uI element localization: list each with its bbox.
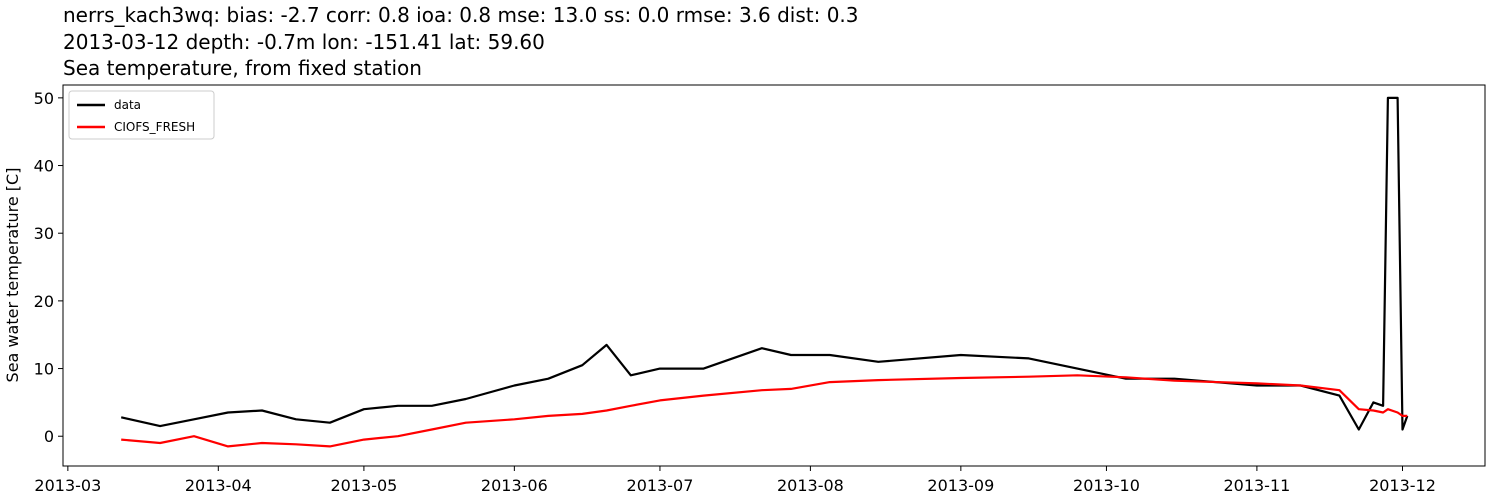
x-tick-label: 2013-10 [1073,476,1140,495]
x-tick-label: 2013-11 [1223,476,1290,495]
y-tick-label: 50 [34,89,54,108]
y-tick-label: 30 [34,224,54,243]
y-tick-label: 10 [34,360,54,379]
legend-box [68,90,215,140]
chart-subtitle: 2013-03-12 depth: -0.7m lon: -151.41 lat… [63,30,545,54]
x-tick-label: 2013-03 [34,476,101,495]
legend-label: CIOFS_FRESH [114,120,195,134]
y-tick-label: 40 [34,157,54,176]
x-tick-label: 2013-07 [627,476,694,495]
y-axis-label: Sea water temperature [C] [3,168,22,383]
legend-label: data [114,98,141,112]
x-tick-label: 2013-09 [927,476,994,495]
x-tick-label: 2013-06 [481,476,548,495]
x-tick-label: 2013-08 [777,476,844,495]
data-line [121,374,1408,448]
data-line [120,96,1409,431]
x-tick-label: 2013-05 [330,476,397,495]
y-tick-label: 0 [44,427,54,446]
chart-subtitle: Sea temperature, from fixed station [63,56,422,80]
plot-area [62,84,1486,467]
x-tick-label: 2013-12 [1369,476,1436,495]
x-tick-label: 2013-04 [185,476,252,495]
chart-title: nerrs_kach3wq: bias: -2.7 corr: 0.8 ioa:… [63,3,859,27]
y-tick-label: 20 [34,292,54,311]
